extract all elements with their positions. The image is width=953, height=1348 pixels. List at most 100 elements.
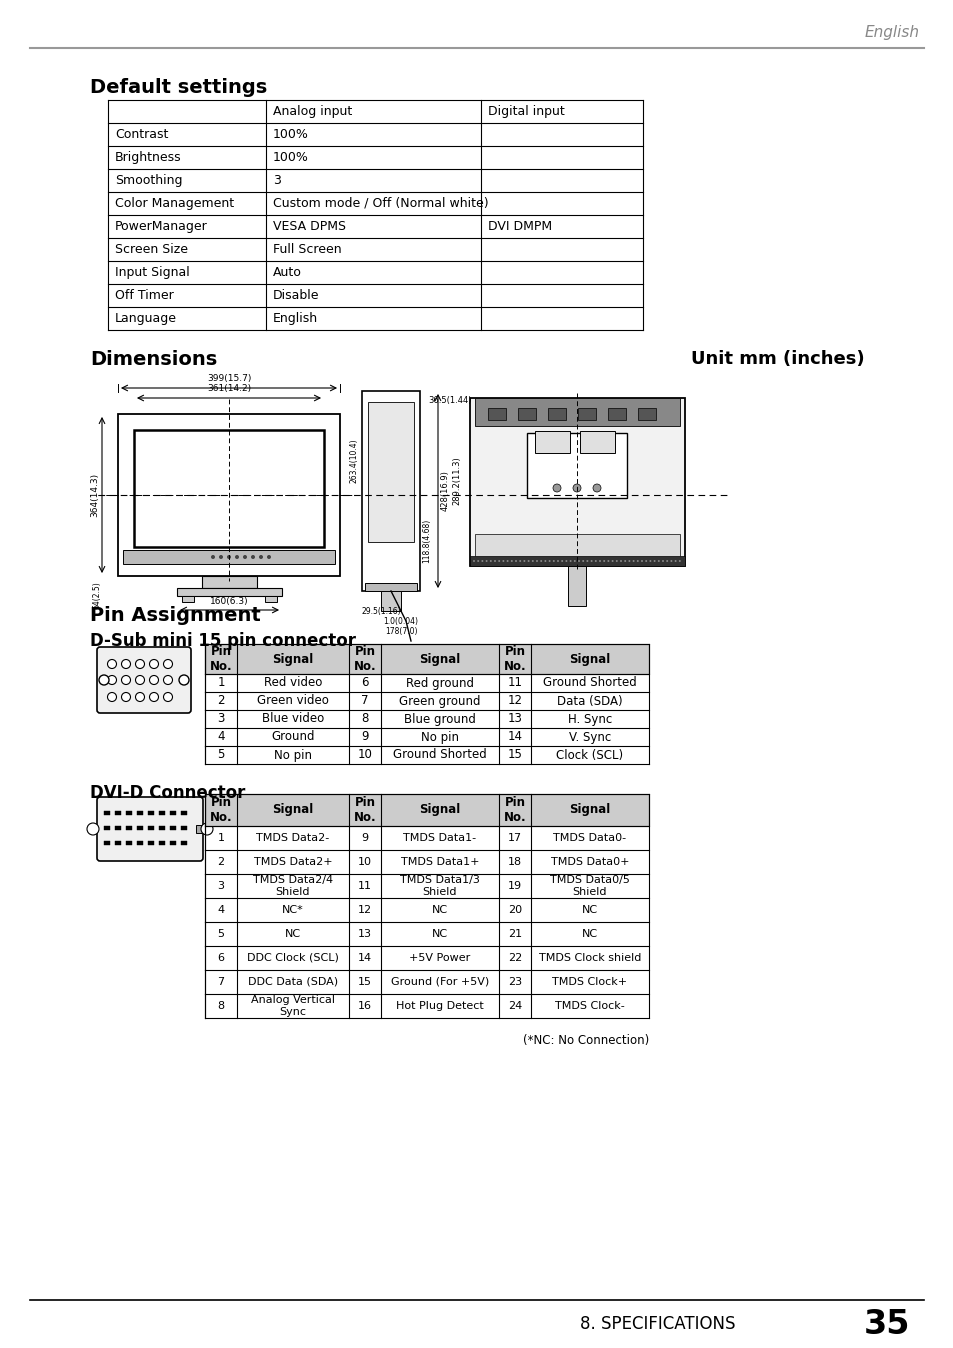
Text: 29.5(1.16): 29.5(1.16) <box>361 607 400 616</box>
Text: TMDS Clock shield: TMDS Clock shield <box>538 953 640 962</box>
Circle shape <box>121 693 131 701</box>
Bar <box>365 582 416 590</box>
Circle shape <box>661 559 663 562</box>
Circle shape <box>494 559 496 562</box>
Text: 1: 1 <box>217 677 225 689</box>
Text: 3: 3 <box>273 174 280 187</box>
Circle shape <box>632 559 634 562</box>
Text: Signal: Signal <box>419 652 460 666</box>
Circle shape <box>108 675 116 685</box>
Bar <box>535 431 569 453</box>
Circle shape <box>611 559 613 562</box>
Circle shape <box>552 559 555 562</box>
Circle shape <box>485 559 487 562</box>
Circle shape <box>573 484 580 492</box>
Text: Off Timer: Off Timer <box>115 288 173 302</box>
Bar <box>126 841 132 845</box>
Text: DVI DMPM: DVI DMPM <box>488 220 552 233</box>
Text: 364(14.3): 364(14.3) <box>90 473 99 518</box>
Text: 263.4(10.4): 263.4(10.4) <box>350 438 358 484</box>
Circle shape <box>179 675 189 685</box>
Circle shape <box>679 559 680 562</box>
Text: V. Sync: V. Sync <box>568 731 611 744</box>
Text: Ground Shorted: Ground Shorted <box>393 748 486 762</box>
Circle shape <box>515 559 517 562</box>
Circle shape <box>602 559 604 562</box>
Text: 1: 1 <box>217 833 224 842</box>
Text: Language: Language <box>115 311 177 325</box>
Circle shape <box>644 559 646 562</box>
Text: Color Management: Color Management <box>115 197 233 210</box>
Text: Green ground: Green ground <box>399 694 480 708</box>
Text: 4: 4 <box>217 905 224 915</box>
Bar <box>182 596 193 603</box>
Circle shape <box>560 559 562 562</box>
Circle shape <box>243 555 247 559</box>
Bar <box>202 576 256 588</box>
Text: 7: 7 <box>361 694 369 708</box>
Circle shape <box>573 559 576 562</box>
Circle shape <box>670 559 672 562</box>
Circle shape <box>163 675 172 685</box>
Circle shape <box>653 559 655 562</box>
Text: Signal: Signal <box>273 652 314 666</box>
Circle shape <box>593 484 600 492</box>
Text: (*NC: No Connection): (*NC: No Connection) <box>522 1034 648 1047</box>
Circle shape <box>553 484 560 492</box>
Text: TMDS Data1+: TMDS Data1+ <box>400 857 478 867</box>
Text: Pin
No.: Pin No. <box>354 644 375 673</box>
Circle shape <box>565 559 567 562</box>
Circle shape <box>586 559 588 562</box>
Bar <box>470 398 684 566</box>
Text: 3: 3 <box>217 713 225 725</box>
Bar <box>123 550 335 563</box>
Text: Default settings: Default settings <box>90 78 267 97</box>
Circle shape <box>150 659 158 669</box>
Text: NC: NC <box>285 929 301 940</box>
Text: Red ground: Red ground <box>406 677 474 689</box>
Bar <box>159 826 165 830</box>
Bar <box>137 826 143 830</box>
FancyBboxPatch shape <box>97 647 191 713</box>
Circle shape <box>201 824 213 834</box>
Text: 22: 22 <box>507 953 521 962</box>
Bar <box>470 555 684 566</box>
Text: 428(16.9): 428(16.9) <box>440 470 450 511</box>
Text: 6: 6 <box>361 677 369 689</box>
Text: NC*: NC* <box>282 905 304 915</box>
Text: NC: NC <box>432 929 448 940</box>
Bar <box>638 408 656 421</box>
Text: 100%: 100% <box>273 151 309 164</box>
Text: 15: 15 <box>357 977 372 987</box>
Text: 9: 9 <box>361 833 368 842</box>
Bar <box>205 794 648 826</box>
Bar <box>148 811 153 816</box>
Circle shape <box>251 555 254 559</box>
Bar <box>137 811 143 816</box>
Text: 35: 35 <box>862 1308 909 1340</box>
Circle shape <box>628 559 630 562</box>
Circle shape <box>108 659 116 669</box>
Bar <box>170 826 175 830</box>
Text: DDC Data (SDA): DDC Data (SDA) <box>248 977 337 987</box>
Text: 15: 15 <box>507 748 522 762</box>
Text: Data (SDA): Data (SDA) <box>557 694 622 708</box>
Bar <box>578 408 596 421</box>
Text: 6: 6 <box>217 953 224 962</box>
Text: D-Sub mini 15 pin connector: D-Sub mini 15 pin connector <box>90 632 355 650</box>
Text: 1.0(0.04): 1.0(0.04) <box>383 617 418 625</box>
Text: TMDS Data1-: TMDS Data1- <box>403 833 476 842</box>
Text: Hot Plug Detect: Hot Plug Detect <box>395 1002 483 1011</box>
Circle shape <box>489 559 492 562</box>
Text: 8: 8 <box>217 1002 224 1011</box>
Text: Ground: Ground <box>271 731 314 744</box>
Circle shape <box>150 693 158 701</box>
Circle shape <box>219 555 223 559</box>
Text: 100%: 100% <box>273 128 309 142</box>
Circle shape <box>658 559 659 562</box>
Text: No pin: No pin <box>274 748 312 762</box>
Text: Brightness: Brightness <box>115 151 181 164</box>
Circle shape <box>649 559 651 562</box>
Text: 7: 7 <box>217 977 224 987</box>
Text: Screen Size: Screen Size <box>115 243 188 256</box>
